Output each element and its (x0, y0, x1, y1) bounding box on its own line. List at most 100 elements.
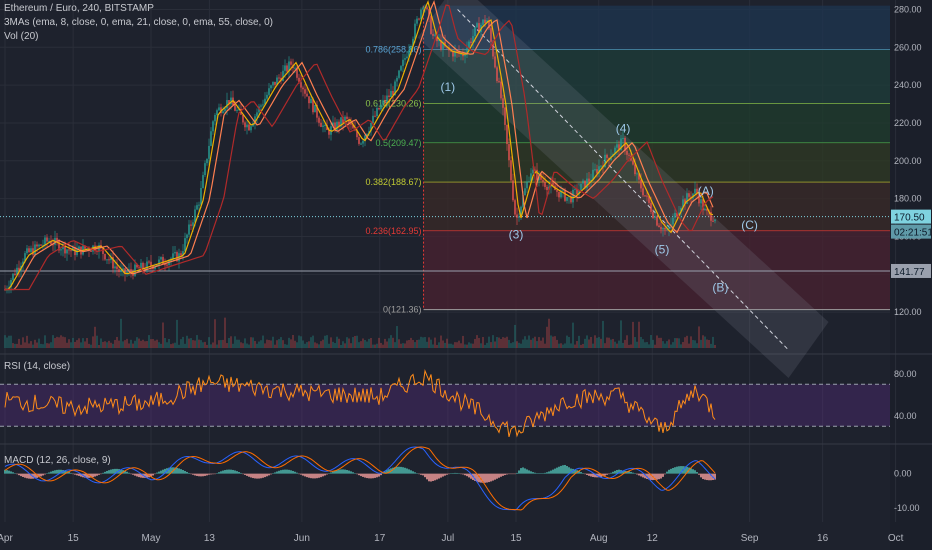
volume-bar (604, 343, 606, 348)
volume-bar (360, 341, 362, 348)
macd-histogram-bar (404, 467, 406, 474)
volume-bar (174, 342, 176, 348)
volume-bar (282, 340, 284, 348)
macd-histogram-bar (382, 473, 384, 474)
volume-bar (274, 344, 276, 348)
candle-body (158, 259, 160, 265)
volume-bar (380, 342, 382, 348)
macd-histogram-bar (196, 473, 198, 476)
candle-body (250, 126, 252, 131)
volume-bar (644, 342, 646, 348)
volume-bar (494, 341, 496, 348)
volume-bar (134, 340, 136, 348)
candle-body (166, 264, 168, 266)
macd-histogram-bar (396, 466, 398, 474)
volume-bar (224, 317, 226, 348)
volume-bar (212, 342, 214, 348)
volume-bar (154, 340, 156, 348)
macd-histogram-bar (282, 469, 284, 474)
candle-body (22, 261, 24, 266)
candle-body (18, 267, 20, 271)
volume-bar (496, 337, 498, 348)
candle-body (534, 169, 536, 171)
macd-histogram-bar (230, 469, 232, 474)
macd-histogram-bar (590, 473, 592, 477)
macd-histogram-bar (162, 469, 164, 474)
macd-histogram-bar (292, 470, 294, 474)
macd-histogram-bar (474, 473, 476, 481)
last-price-tag-bg (891, 209, 931, 224)
candle-body (196, 205, 198, 210)
candle-body (440, 40, 442, 50)
macd-histogram-bar (218, 472, 220, 474)
candle-body (642, 188, 644, 196)
candle-body (32, 248, 34, 255)
macd-histogram-bar (574, 469, 576, 474)
macd-histogram-bar (120, 469, 122, 474)
candle-body (94, 245, 96, 251)
ema-21-line (5, 0, 714, 291)
candle-body (634, 164, 636, 175)
volume-bar (26, 335, 28, 348)
volume-bar (506, 336, 508, 348)
macd-histogram-bar (90, 473, 92, 478)
macd-histogram-bar (594, 473, 596, 478)
volume-bar (618, 340, 620, 348)
volume-bar (354, 335, 356, 348)
candle-body (540, 173, 542, 180)
volume-bar (346, 337, 348, 348)
volume-bar (190, 338, 192, 348)
volume-bar (68, 339, 70, 348)
macd-histogram-bar (100, 473, 102, 475)
macd-histogram-bar (534, 472, 536, 474)
macd-histogram-bar (38, 473, 40, 478)
candle-body (182, 251, 184, 256)
candle-body (574, 188, 576, 190)
candle-body (46, 237, 48, 242)
volume-bar (684, 337, 686, 348)
macd-histogram-bar (458, 473, 460, 474)
volume-bar (112, 343, 114, 348)
volume-bar (698, 326, 700, 348)
volume-bar (308, 341, 310, 348)
volume-bar (204, 341, 206, 348)
candle-body (130, 269, 132, 272)
candle-body (60, 249, 62, 251)
candle-body (218, 107, 220, 111)
candle-body (546, 186, 548, 191)
volume-bar (654, 344, 656, 348)
macd-histogram-bar (54, 470, 56, 474)
candle-body (352, 124, 354, 129)
macd-histogram-bar (10, 471, 12, 474)
macd-histogram-bar (214, 473, 216, 475)
macd-histogram-bar (250, 473, 252, 478)
candle-body (532, 169, 534, 174)
volume-bar (474, 338, 476, 348)
volume-bar (40, 343, 42, 348)
volume-bar (372, 344, 374, 348)
macd-histogram-bar (538, 473, 540, 474)
volume-bar (630, 344, 632, 348)
macd-histogram-bar (420, 473, 422, 475)
macd-histogram-bar (704, 473, 706, 480)
macd-histogram-bar (144, 473, 146, 478)
volume-bar (482, 337, 484, 348)
macd-histogram-bar (484, 473, 486, 483)
candle-body (586, 178, 588, 189)
volume-bar (286, 344, 288, 348)
candle-body (412, 38, 414, 46)
volume-bar (232, 343, 234, 348)
candle-body (582, 180, 584, 184)
macd-histogram-bar (294, 471, 296, 474)
level-price-tag-bg (891, 263, 931, 278)
time-axis-label: 17 (374, 533, 386, 544)
volume-bar (276, 340, 278, 348)
macd-histogram-bar (146, 473, 148, 478)
macd-histogram-bar (392, 467, 394, 474)
volume-bar (614, 341, 616, 348)
macd-histogram-bar (356, 473, 358, 475)
volume-bar (264, 343, 266, 348)
volume-bar (280, 337, 282, 348)
volume-bar (598, 337, 600, 348)
